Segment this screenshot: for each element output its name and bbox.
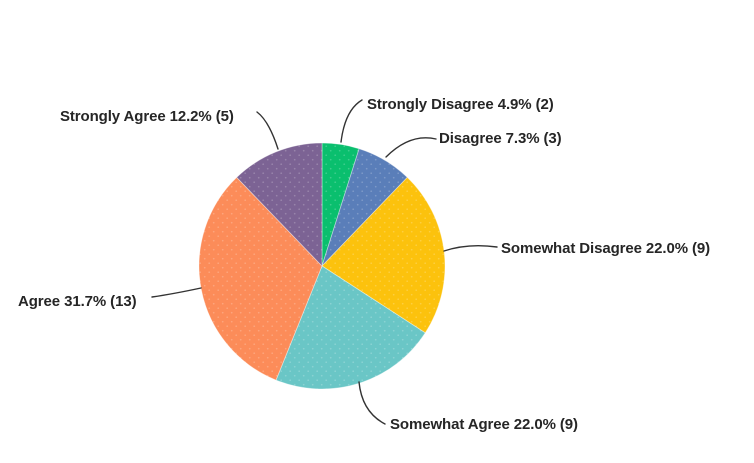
leader-line-disagree <box>385 137 437 158</box>
slice-label-strongly-disagree: Strongly Disagree 4.9% (2) <box>367 96 554 113</box>
slice-label-agree: Agree 31.7% (13) <box>18 293 137 310</box>
slice-label-strongly-agree: Strongly Agree 12.2% (5) <box>60 108 234 125</box>
leader-line-somewhat-agree <box>358 381 386 425</box>
leader-line-agree <box>151 287 202 298</box>
slice-label-somewhat-disagree: Somewhat Disagree 22.0% (9) <box>501 240 711 257</box>
slice-label-somewhat-agree: Somewhat Agree 22.0% (9) <box>390 416 578 433</box>
leader-line-strongly-disagree <box>340 99 363 143</box>
leader-line-somewhat-disagree <box>443 244 498 252</box>
leader-lines-group <box>151 99 498 425</box>
leader-line-strongly-agree <box>256 111 279 150</box>
slice-label-disagree: Disagree 7.3% (3) <box>439 130 562 147</box>
pie-slices-group <box>198 142 446 390</box>
